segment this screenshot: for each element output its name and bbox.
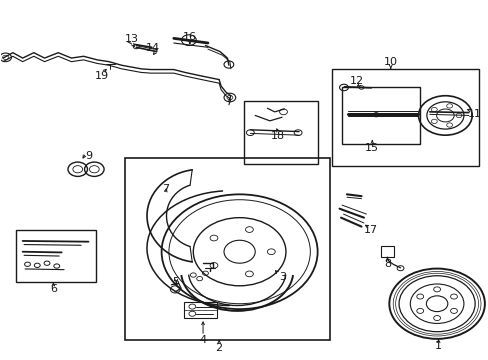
Bar xyxy=(244,101,317,164)
Text: 3: 3 xyxy=(279,272,285,282)
Bar xyxy=(16,230,96,282)
Text: 7: 7 xyxy=(162,184,169,194)
Text: 13: 13 xyxy=(124,35,138,44)
Text: 1: 1 xyxy=(434,341,441,351)
Text: 18: 18 xyxy=(270,131,284,141)
Text: 9: 9 xyxy=(85,150,92,161)
Text: 11: 11 xyxy=(467,109,481,119)
Text: 16: 16 xyxy=(183,32,197,41)
Text: 15: 15 xyxy=(365,143,379,153)
Text: 17: 17 xyxy=(364,225,378,235)
Text: 19: 19 xyxy=(95,71,109,81)
Text: 2: 2 xyxy=(215,343,222,353)
Bar xyxy=(125,158,329,339)
Text: 6: 6 xyxy=(50,284,57,294)
Bar xyxy=(331,69,478,166)
Text: 4: 4 xyxy=(199,334,206,345)
Bar xyxy=(341,87,419,144)
Text: 10: 10 xyxy=(383,57,397,67)
Text: 12: 12 xyxy=(349,76,363,86)
Bar xyxy=(183,302,216,318)
Text: 8: 8 xyxy=(383,259,390,269)
Text: 14: 14 xyxy=(145,43,160,53)
Text: 5: 5 xyxy=(171,277,179,287)
Bar xyxy=(380,246,393,257)
